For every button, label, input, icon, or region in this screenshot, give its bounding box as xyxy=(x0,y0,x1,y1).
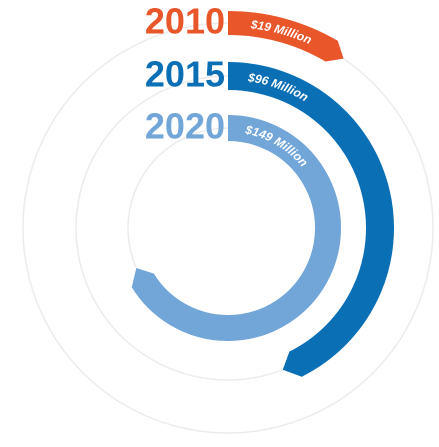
year-label: 2020 xyxy=(145,106,225,147)
year-label: 2015 xyxy=(145,54,225,95)
arc-arrow-tip xyxy=(324,39,344,62)
year-label: 2010 xyxy=(145,1,225,42)
arc-bar xyxy=(227,62,394,377)
arc-bar xyxy=(227,11,338,62)
arc-arrow-tip xyxy=(131,268,155,289)
arc-bar xyxy=(131,115,341,341)
arc-arrow-tip xyxy=(282,351,304,377)
